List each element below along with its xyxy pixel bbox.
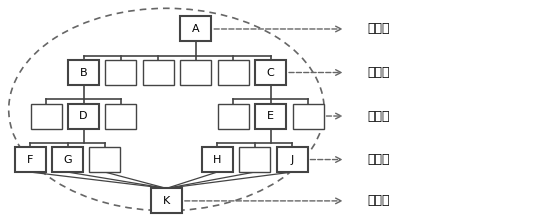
FancyBboxPatch shape	[218, 104, 249, 129]
Text: 第一层: 第一层	[367, 23, 389, 35]
FancyBboxPatch shape	[106, 104, 137, 129]
FancyBboxPatch shape	[68, 104, 99, 129]
Text: H: H	[213, 155, 221, 164]
FancyBboxPatch shape	[277, 147, 308, 172]
Text: J: J	[291, 155, 294, 164]
Text: B: B	[80, 67, 87, 78]
Text: D: D	[79, 111, 88, 121]
FancyBboxPatch shape	[255, 60, 286, 85]
FancyBboxPatch shape	[180, 60, 211, 85]
Text: G: G	[63, 155, 72, 164]
Text: 第四层: 第四层	[367, 153, 389, 166]
FancyBboxPatch shape	[180, 16, 211, 41]
FancyBboxPatch shape	[202, 147, 233, 172]
Text: 第五层: 第五层	[367, 194, 389, 207]
FancyBboxPatch shape	[14, 147, 46, 172]
FancyBboxPatch shape	[151, 188, 182, 213]
Text: A: A	[192, 24, 199, 34]
Text: F: F	[27, 155, 33, 164]
Text: 第二层: 第二层	[367, 66, 389, 79]
FancyBboxPatch shape	[90, 147, 121, 172]
FancyBboxPatch shape	[218, 60, 249, 85]
FancyBboxPatch shape	[52, 147, 83, 172]
FancyBboxPatch shape	[239, 147, 270, 172]
FancyBboxPatch shape	[293, 104, 324, 129]
Text: 第三层: 第三层	[367, 110, 389, 122]
Text: E: E	[267, 111, 274, 121]
FancyBboxPatch shape	[255, 104, 286, 129]
Text: K: K	[163, 196, 170, 206]
FancyBboxPatch shape	[31, 104, 62, 129]
FancyBboxPatch shape	[68, 60, 99, 85]
FancyBboxPatch shape	[106, 60, 137, 85]
FancyBboxPatch shape	[143, 60, 174, 85]
Text: C: C	[267, 67, 274, 78]
